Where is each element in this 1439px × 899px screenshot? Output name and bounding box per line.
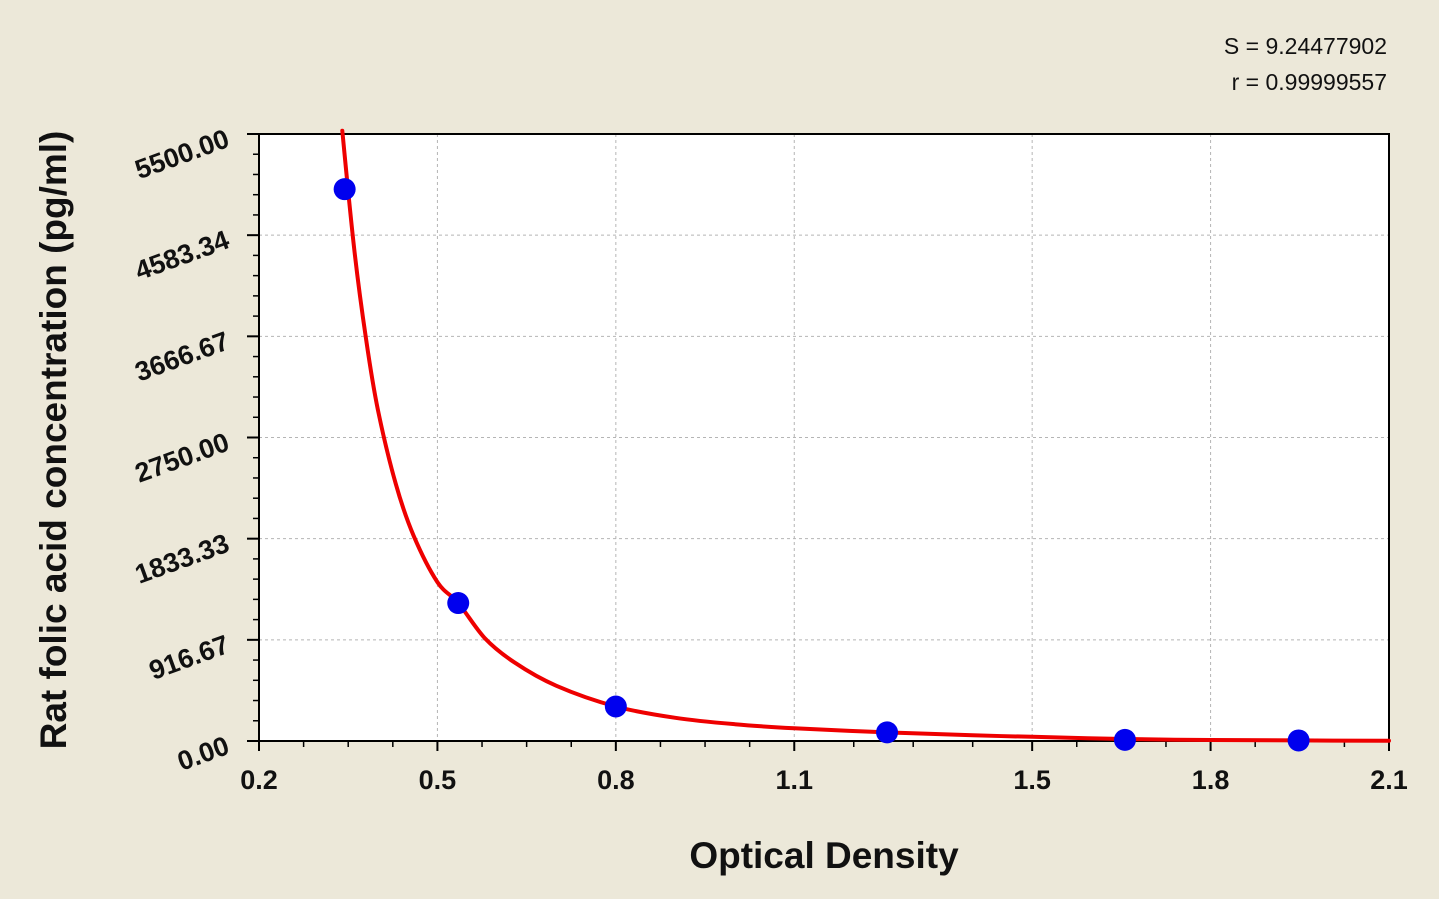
data-point (1287, 729, 1310, 752)
x-tick-label: 0.5 (419, 765, 457, 795)
annotation-s-value: S = 9.24477902 (1224, 33, 1387, 59)
y-tick-label: 916.67 (145, 629, 233, 685)
y-tick-label: 3666.67 (131, 326, 233, 388)
x-tick-label: 1.1 (775, 765, 813, 795)
x-tick-label: 1.8 (1192, 765, 1230, 795)
y-axis-title: Rat folic acid concentration (pg/ml) (33, 131, 74, 750)
data-point (876, 721, 899, 744)
y-tick-label: 1833.33 (131, 528, 233, 590)
data-point (447, 592, 470, 615)
x-tick-label: 1.5 (1013, 765, 1051, 795)
data-point (604, 695, 627, 718)
x-tick-label: 0.8 (597, 765, 635, 795)
y-tick-label: 4583.34 (131, 225, 233, 287)
annotation-r-value: r = 0.99999557 (1232, 69, 1387, 95)
x-tick-label: 0.2 (240, 765, 278, 795)
y-tick-label: 5500.00 (131, 123, 233, 185)
x-axis-title: Optical Density (689, 835, 959, 876)
y-tick-label: 0.00 (173, 730, 233, 776)
y-tick-label: 2750.00 (131, 427, 233, 489)
data-point (333, 178, 356, 201)
data-point (1113, 728, 1136, 751)
x-tick-label: 2.1 (1370, 765, 1408, 795)
